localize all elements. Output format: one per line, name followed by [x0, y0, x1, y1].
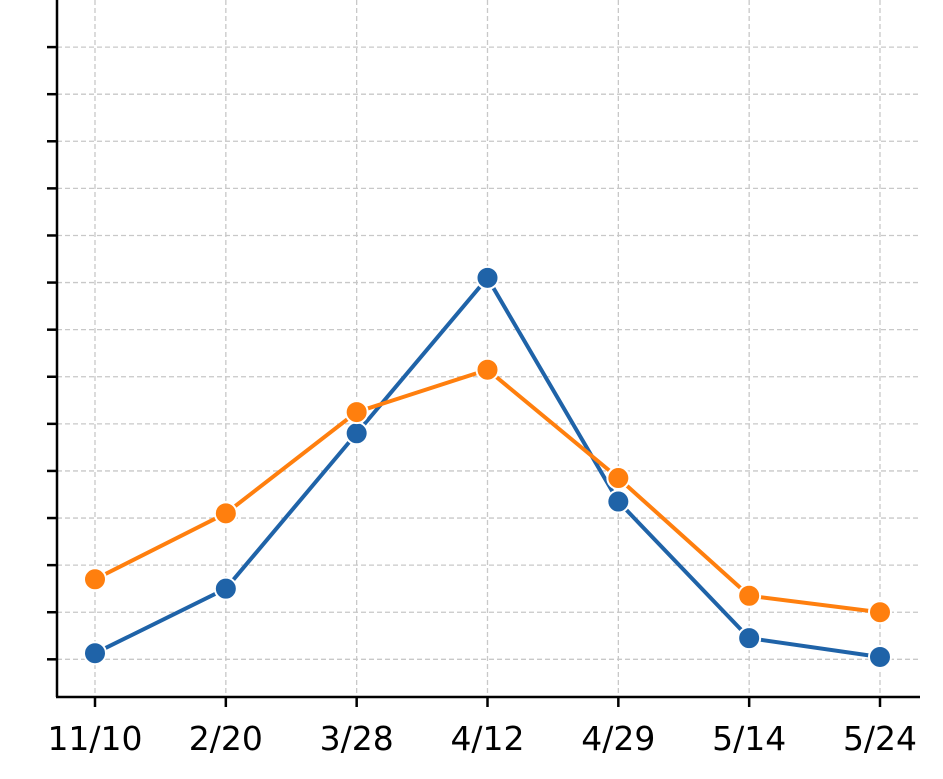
point	[83, 641, 107, 666]
x-tick-label: 2/20	[189, 719, 263, 758]
point	[737, 626, 762, 651]
point	[868, 644, 892, 669]
point	[868, 600, 892, 625]
point	[606, 466, 631, 491]
plot	[83, 265, 892, 669]
point	[83, 567, 107, 592]
point	[344, 400, 369, 425]
x-tick-label: 5/14	[712, 719, 786, 758]
x-tick-label: 4/29	[581, 719, 655, 758]
x-tick-label: 4/12	[450, 719, 524, 758]
point	[475, 357, 500, 382]
x-tick-label: 5/24	[843, 719, 917, 758]
point	[737, 583, 762, 608]
grid	[57, 0, 920, 697]
point	[213, 501, 238, 526]
x-tick-label: 3/28	[320, 719, 394, 758]
point	[344, 421, 369, 446]
point	[606, 489, 631, 514]
point	[475, 265, 500, 290]
x-tick-label: 11/10	[47, 719, 142, 758]
point	[213, 576, 238, 601]
